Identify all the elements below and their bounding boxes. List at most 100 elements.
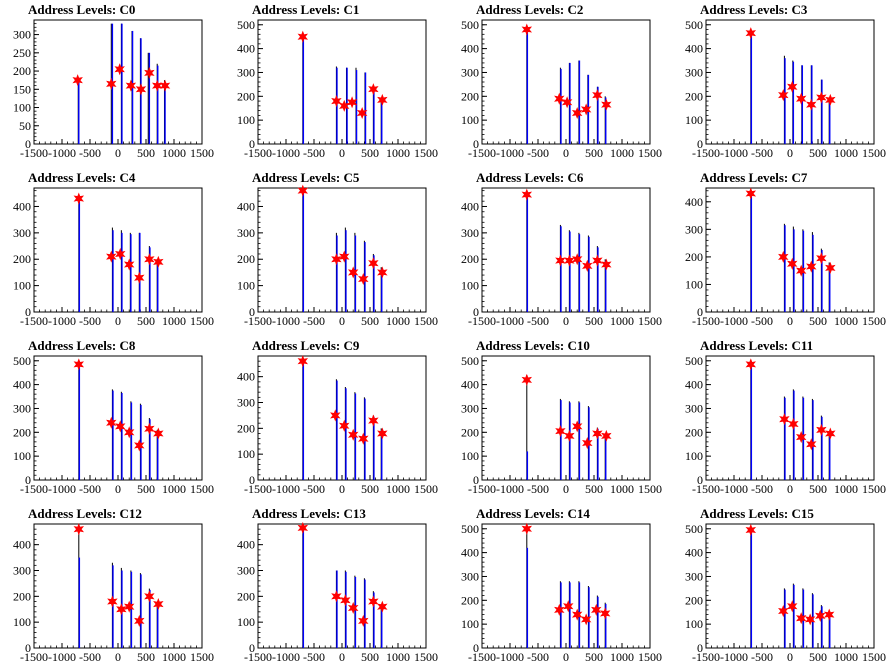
x-tick-label: 500 [809,314,827,328]
star-marker-icon [580,103,592,116]
chart-panel: Address Levels: C10100200300400500-1500-… [237,2,438,160]
star-marker-icon [144,422,155,435]
chart-panel: Address Levels: C20100200300400500-1500-… [461,2,662,160]
x-tick-label: 1000 [386,146,410,160]
star-marker-icon [134,271,145,284]
x-tick-label: 1500 [862,482,886,496]
plot-frame [257,523,427,649]
y-tick-label: 100 [685,617,703,631]
star-marker-icon [368,595,379,608]
x-tick-label: 500 [809,650,827,664]
star-marker-icon [592,427,603,440]
x-tick-label: 0 [787,482,793,496]
star-marker-icon [599,607,611,620]
y-tick-label: 250 [13,46,31,60]
y-tick-label: 100 [461,113,479,127]
star-marker-icon [592,254,603,267]
star-marker-icon [73,192,85,205]
plot-frame [257,187,427,313]
plot-frame [257,19,427,145]
chart-panel: Address Levels: C4 0 100 200 300 400 -1500 -100… [13,170,214,328]
star-marker-icon [347,428,359,441]
star-marker-icon [521,23,533,36]
x-tick-label: 1500 [190,314,214,328]
x-tick-label: 500 [361,482,379,496]
star-marker-icon [571,106,583,120]
y-tick-label: 0 [697,641,703,655]
star-marker-icon [330,409,341,422]
y-tick-label: 400 [685,195,703,209]
x-tick-label: 500 [137,482,155,496]
star-marker-icon [107,595,118,608]
x-tick-label: -1000 [720,650,748,664]
y-tick-label: 0 [249,137,255,151]
x-tick-label: -500 [751,482,773,496]
chart-title: Address Levels: C4 [28,170,136,185]
y-tick-label: 300 [461,226,479,240]
y-tick-label: 200 [237,89,255,103]
y-tick-label: 150 [13,82,31,96]
x-tick-label: -500 [527,482,549,496]
x-tick-label: 1000 [834,650,858,664]
y-tick-label: 500 [685,354,703,368]
x-tick-label: 500 [585,482,603,496]
y-tick-label: 300 [461,401,479,415]
y-tick-label: 400 [237,370,255,384]
x-tick-label: -500 [303,650,325,664]
x-tick-label: 1500 [638,314,662,328]
x-tick-label: 0 [115,146,121,160]
x-tick-label: 500 [585,650,603,664]
x-tick-label: 1500 [862,314,886,328]
y-tick-label: 300 [237,564,255,578]
y-tick-label: 50 [19,119,31,133]
star-marker-icon [601,258,612,271]
star-marker-icon [806,260,817,273]
y-tick-label: 300 [237,65,255,79]
star-marker-icon [106,416,117,429]
y-tick-label: 400 [461,199,479,213]
x-tick-label: -1500 [20,650,48,664]
y-tick-label: 300 [685,65,703,79]
star-marker-icon [153,255,164,268]
plot-frame [257,355,427,481]
star-marker-icon [153,598,164,611]
x-tick-label: 1000 [162,314,186,328]
y-tick-label: 400 [237,538,255,552]
x-tick-label: 1000 [386,482,410,496]
star-marker-icon [368,414,379,427]
plot-frame [705,355,875,481]
y-tick-label: 300 [685,569,703,583]
star-marker-icon [601,98,612,111]
star-marker-icon [134,614,145,627]
star-marker-icon [368,83,379,96]
x-tick-label: -500 [79,146,101,160]
y-tick-label: 500 [13,354,31,368]
y-tick-label: 400 [237,199,255,213]
x-tick-label: 1000 [386,314,410,328]
x-tick-label: -1500 [692,482,720,496]
star-marker-icon [123,426,135,439]
x-tick-label: 500 [137,650,155,664]
chart-panel: Address Levels: C10 0 100 200 300 400 500 -1500… [461,338,662,496]
chart-panel: Address Levels: C5 0 100 200 300 400 -1500 -100… [237,170,438,328]
plot-frame [33,19,203,145]
x-tick-label: -500 [303,146,325,160]
star-marker-icon [358,272,369,286]
x-tick-label: -1000 [272,482,300,496]
y-tick-label: 0 [25,473,31,487]
star-marker-icon [331,95,342,108]
x-tick-label: 0 [563,482,569,496]
x-tick-label: 1000 [386,650,410,664]
x-tick-label: -1000 [272,314,300,328]
chart-title: Address Levels: C8 [28,338,136,353]
star-marker-icon [787,257,798,270]
x-tick-label: 1000 [834,314,858,328]
x-tick-label: -500 [79,314,101,328]
x-tick-label: 0 [339,314,345,328]
y-tick-label: 300 [13,28,31,42]
y-tick-label: 100 [685,449,703,463]
x-tick-label: -1000 [496,146,524,160]
star-marker-icon [582,437,593,450]
plot-frame [481,187,651,313]
star-marker-icon [368,257,379,270]
